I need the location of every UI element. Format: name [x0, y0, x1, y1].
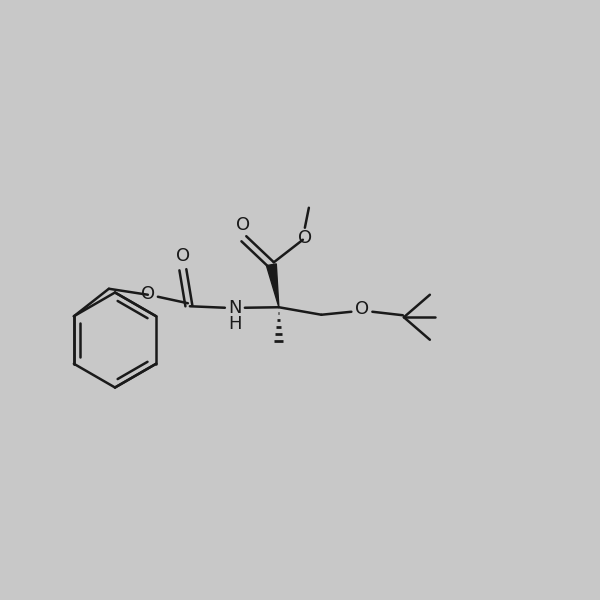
- Polygon shape: [266, 264, 279, 307]
- Text: O: O: [176, 247, 190, 265]
- Text: H: H: [228, 315, 242, 333]
- Text: O: O: [355, 300, 369, 318]
- Text: O: O: [298, 229, 312, 247]
- Text: O: O: [236, 216, 250, 234]
- Text: O: O: [142, 285, 155, 303]
- Text: N: N: [228, 299, 242, 317]
